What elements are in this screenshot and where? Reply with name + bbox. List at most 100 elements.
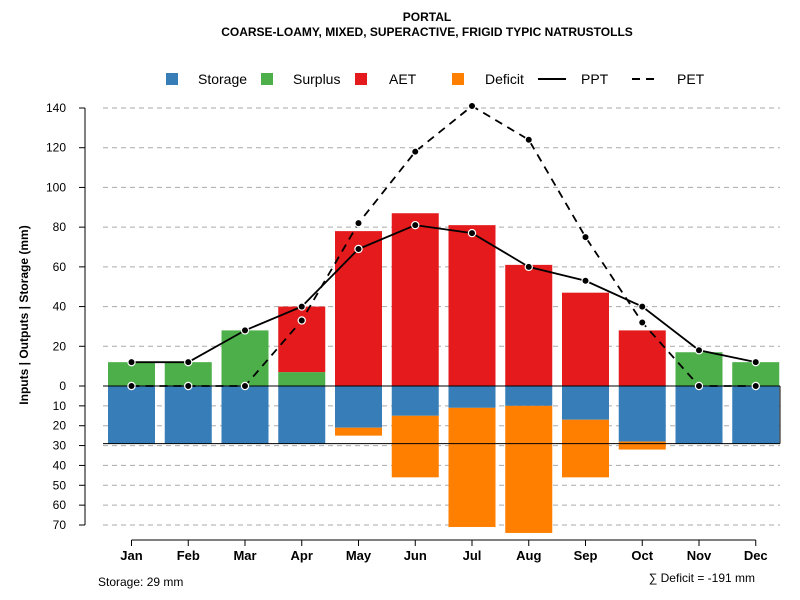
aet-bar-aug [505, 264, 553, 386]
surplus-bar-jan [108, 362, 155, 386]
ppt-point-oct [638, 302, 647, 311]
y-tick-label: 60 [53, 260, 67, 274]
legend-label-aet: AET [389, 71, 417, 87]
storage-bar-apr [278, 386, 326, 444]
pet-point-jun [411, 147, 420, 156]
chart-title: PORTAL [403, 10, 451, 24]
ppt-point-aug [524, 262, 533, 272]
deficit-bar-aug [505, 405, 553, 533]
ppt-point-jun [411, 220, 420, 230]
y-tick-label: 120 [46, 141, 66, 155]
x-tick-label-oct: Oct [631, 548, 653, 563]
storage-footnote: Storage: 29 mm [98, 575, 183, 589]
y-tick-label: 0 [59, 379, 66, 393]
legend: Storage Surplus AET Deficit PPT PET [166, 71, 705, 87]
pet-point-sep [581, 232, 590, 242]
legend-label-pet: PET [677, 71, 705, 87]
y-tick-label: 30 [53, 439, 67, 453]
bars [108, 213, 780, 533]
pet-point-aug [524, 135, 533, 144]
axes: 140 120 100 80 60 40 20 0 10 20 30 40 50 60 70 Jan Feb Ma… [46, 101, 768, 563]
aet-bar-sep [562, 292, 609, 386]
aet-bar-jul [448, 225, 496, 386]
y-tick-label: 50 [53, 478, 67, 492]
legend-swatch-surplus [261, 73, 273, 85]
ppt-point-nov [694, 346, 704, 355]
storage-bar-feb [164, 386, 212, 444]
y-tick-label: 10 [53, 399, 67, 413]
pet-point-jan [127, 381, 136, 391]
storage-bar-mar [221, 386, 269, 444]
x-tick-label-feb: Feb [177, 548, 200, 563]
storage-bar-jun [391, 386, 439, 416]
ppt-point-dec [751, 357, 760, 367]
pet-point-feb [184, 381, 193, 391]
pet-line [131, 104, 756, 387]
storage-bar-jan [108, 386, 155, 444]
ppt-point-feb [184, 357, 193, 367]
ppt-point-apr [297, 302, 306, 311]
deficit-bar-jul [448, 407, 496, 527]
storage-bar-dec [732, 386, 780, 444]
deficit-bar-jun [391, 415, 439, 478]
surplus-bar-feb [164, 362, 212, 386]
legend-label-surplus: Surplus [293, 71, 340, 87]
x-tick-label-nov: Nov [687, 548, 712, 563]
deficit-bar-oct [618, 441, 666, 450]
pet-point-oct [638, 318, 647, 327]
x-tick-label-mar: Mar [233, 548, 256, 563]
chart-subtitle: COARSE-LOAMY, MIXED, SUPERACTIVE, FRIGID… [221, 25, 633, 39]
y-tick-label: 40 [53, 300, 67, 314]
legend-swatch-aet [355, 73, 367, 85]
lines [103, 101, 781, 445]
gridlines [103, 107, 780, 526]
deficit-footnote: ∑ Deficit = -191 mm [649, 571, 755, 585]
aet-bar-oct [618, 330, 666, 386]
pet-point-jul [467, 101, 477, 111]
x-tick-label-may: May [346, 548, 372, 563]
legend-label-deficit: Deficit [485, 71, 524, 87]
pet-point-mar [240, 381, 250, 391]
surplus-bar-dec [732, 362, 780, 386]
pet-point-nov [694, 381, 704, 391]
ppt-point-jan [127, 357, 136, 367]
x-tick-label-jan: Jan [120, 548, 142, 563]
surplus-bar-apr [278, 372, 326, 386]
y-tick-label: 60 [53, 498, 67, 512]
storage-bar-may [335, 386, 382, 428]
storage-bar-oct [618, 386, 666, 442]
deficit-bar-may [335, 427, 382, 436]
pet-point-may [354, 218, 363, 228]
aet-bar-jun [391, 213, 439, 386]
x-tick-label-sep: Sep [574, 548, 598, 563]
surplus-bar-nov [675, 352, 723, 386]
legend-swatch-storage [166, 73, 178, 85]
y-axis-label: Inputs | Outputs | Storage (mm) [17, 225, 31, 404]
y-tick-label: 40 [53, 458, 67, 472]
ppt-point-mar [240, 326, 250, 335]
storage-bar-jul [448, 386, 496, 408]
y-tick-label: 20 [53, 419, 67, 433]
legend-swatch-deficit [452, 73, 464, 85]
ppt-point-may [354, 244, 363, 254]
x-tick-label-aug: Aug [516, 548, 541, 563]
pet-point-apr [297, 316, 306, 325]
ppt-point-jul [467, 228, 477, 238]
y-tick-label: 20 [53, 339, 67, 353]
x-tick-label-dec: Dec [744, 548, 768, 563]
y-tick-label: 100 [46, 180, 66, 194]
x-tick-label-jul: Jul [463, 548, 482, 563]
legend-label-ppt: PPT [581, 71, 609, 87]
x-tick-label-jun: Jun [404, 548, 427, 563]
storage-bar-nov [675, 386, 723, 444]
ppt-point-sep [581, 276, 590, 285]
storage-bar-aug [505, 386, 553, 406]
storage-bar-sep [562, 386, 609, 420]
legend-label-storage: Storage [198, 71, 247, 87]
deficit-bar-sep [562, 419, 609, 478]
y-tick-label: 70 [53, 518, 67, 532]
x-tick-label-apr: Apr [291, 548, 313, 563]
aet-bar-may [335, 231, 382, 386]
y-tick-label: 80 [53, 220, 67, 234]
